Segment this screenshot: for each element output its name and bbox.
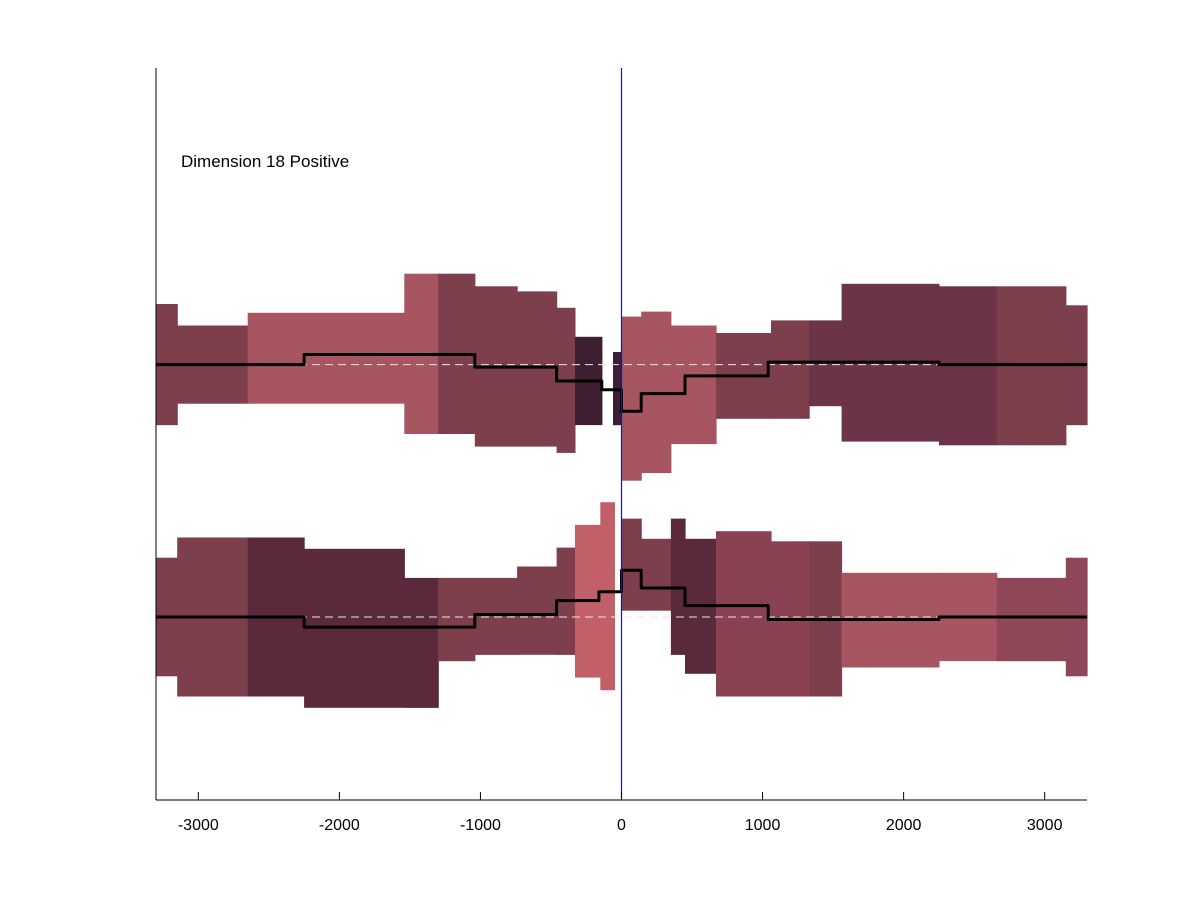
band-segment-1-15 [716, 531, 772, 697]
x-tick-label-4: 1000 [745, 817, 781, 834]
band-segment-0-2 [247, 312, 405, 404]
x-tick-label-1: -2000 [319, 817, 360, 834]
band-segment-1-20 [996, 577, 1067, 662]
x-tick-label-6: 3000 [1027, 817, 1063, 834]
band-segment-0-10 [621, 316, 642, 481]
band-segment-0-12 [670, 325, 717, 445]
band-segment-1-4 [404, 577, 439, 708]
x-tick-label-5: 2000 [886, 817, 922, 834]
axes: -3000 -2000 -1000 0 1000 2000 3000 [155, 68, 1087, 834]
x-tick-label-2: -1000 [460, 817, 501, 834]
band-segment-1-12 [641, 538, 672, 611]
x-tick-label-0: -3000 [178, 817, 219, 834]
x-tick-label-3: 0 [617, 817, 626, 834]
band-segment-1-5 [438, 577, 476, 662]
chart-annotation: Dimension 18 Positive [181, 152, 349, 171]
band-segment-0-14 [771, 320, 810, 419]
band-segment-0-6 [517, 291, 558, 447]
band-segment-1-10 [600, 502, 615, 691]
band-segment-1-11 [621, 518, 642, 611]
band-segment-1-6 [474, 577, 518, 655]
band-segment-1-7 [517, 566, 558, 655]
